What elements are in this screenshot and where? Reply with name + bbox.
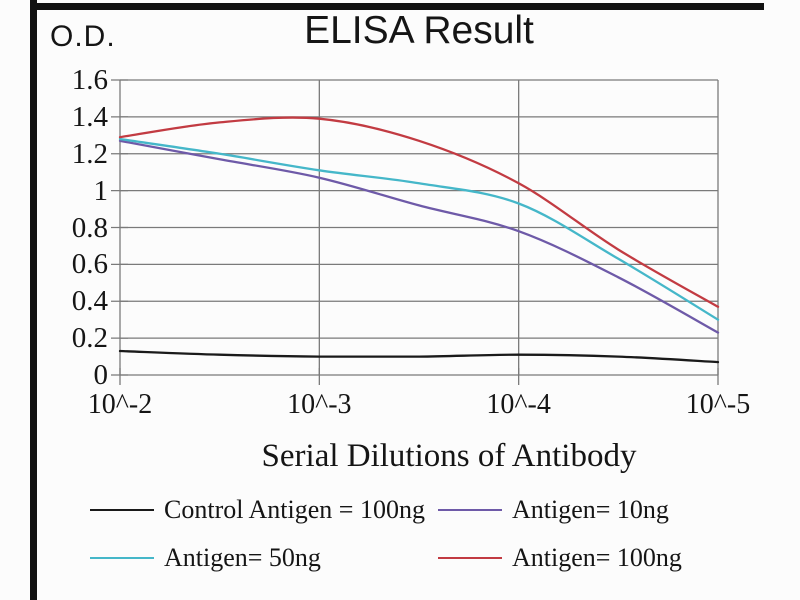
legend-line-swatch [438, 508, 502, 511]
y-tick-label: 0.8 [71, 211, 108, 244]
y-tick-label: 1.6 [71, 64, 108, 96]
y-tick-label: 1 [93, 174, 109, 207]
y-tick-label: 1.4 [71, 100, 108, 133]
x-tick-label: 10^-4 [486, 389, 551, 420]
legend-line-swatch [438, 556, 502, 559]
y-tick-label: 0.6 [71, 248, 108, 281]
legend-label: Antigen= 100ng [512, 542, 682, 572]
legend: Control Antigen = 100ng Antigen= 10ng Anti… [90, 492, 750, 575]
x-tick-label: 10^-2 [87, 389, 153, 420]
y-tick-label: 0 [93, 359, 109, 391]
series-line-antigen-50ng [118, 137, 720, 321]
legend-item-antigen-100ng: Antigen= 100ng [438, 540, 750, 575]
series-line-control-antigen-100ng [118, 349, 720, 364]
y-tick-label: 0.4 [71, 285, 108, 318]
legend-label: Antigen= 50ng [164, 542, 321, 572]
legend-line-swatch [90, 508, 154, 511]
y-tick-label: 0.2 [71, 322, 108, 355]
legend-label: Control Antigen = 100ng [164, 494, 425, 524]
x-tick-label: 10^-3 [287, 389, 352, 420]
figure-border-top [37, 3, 764, 10]
chart-title: ELISA Result [304, 9, 534, 52]
series-line-antigen-10ng [118, 139, 720, 334]
x-tick-label: 10^-5 [685, 389, 751, 420]
y-axis-title: O.D. [50, 20, 116, 53]
legend-item-antigen-50ng: Antigen= 50ng [90, 540, 438, 575]
figure-border-left [30, 0, 37, 600]
series-line-antigen-100ng [118, 116, 720, 308]
legend-label: Antigen= 10ng [512, 494, 669, 524]
legend-item-antigen-10ng: Antigen= 10ng [438, 492, 750, 527]
y-tick-label: 1.2 [71, 137, 108, 170]
x-axis-title: Serial Dilutions of Antibody [261, 438, 637, 474]
legend-line-swatch [90, 556, 154, 559]
legend-item-control-antigen-100ng: Control Antigen = 100ng [90, 492, 438, 527]
